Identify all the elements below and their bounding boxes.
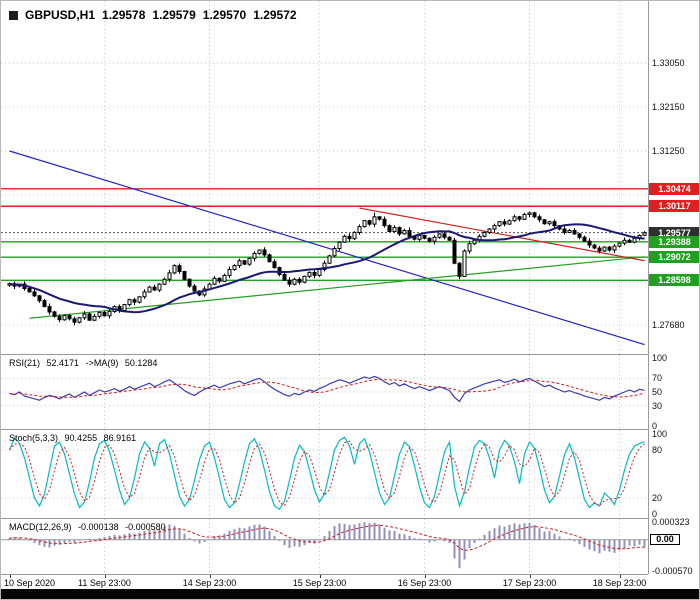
time-axis-tick (319, 575, 321, 578)
trendline-green[interactable] (29, 256, 645, 319)
stoch-name: Stoch(5,3,3) (9, 433, 59, 443)
stoch-signal-value: 86.9161 (103, 433, 137, 443)
macd-name: MACD(12,26,9) (9, 522, 72, 532)
price-axis-label: 50 (652, 387, 663, 397)
time-axis-tick (9, 575, 11, 578)
candles (7, 211, 647, 326)
time-axis-tick (424, 575, 426, 578)
stoch-signal-line (9, 440, 645, 507)
support-price-badge: 1.29072 (649, 251, 699, 264)
price-axis-label: 20 (652, 493, 663, 503)
time-axis-label: 16 Sep 23:00 (397, 578, 452, 588)
price-axis-label: 1.32150 (652, 102, 685, 113)
macd-header: MACD(12,26,9) -0.000138 -0.000580 (9, 522, 170, 532)
quote-high: 1.29579 (152, 8, 196, 22)
trendline-red[interactable] (359, 207, 645, 262)
main-price-chart[interactable] (1, 1, 649, 354)
support-price-badge: 1.28598 (649, 274, 699, 287)
rsi-ma-line (9, 378, 645, 398)
time-axis[interactable]: 10 Sep 2020 11 Sep 23:00 14 Sep 23:00 15 Se… (1, 575, 648, 589)
rsi-panel[interactable] (1, 355, 649, 429)
stoch-value: 90.4255 (64, 433, 98, 443)
macd-value: -0.000138 (78, 522, 119, 532)
macd-signal-value: -0.000580 (125, 522, 166, 532)
time-axis-separator (1, 574, 648, 575)
rsi-header: RSI(21) 52.4171 ->MA(9) 50.1284 (9, 358, 161, 368)
time-axis-label: 11 Sep 23:00 (78, 578, 131, 588)
rsi-line (9, 375, 645, 403)
price-axis-label: 100 (652, 429, 668, 439)
price-axis-label: 1.31250 (652, 146, 685, 156)
panel-separator[interactable] (1, 518, 648, 519)
chart-icon (9, 10, 18, 20)
time-axis-tick (209, 575, 211, 578)
stochastic-panel[interactable] (1, 430, 649, 518)
rsi-ma-value: 50.1284 (124, 358, 158, 368)
trendline-blue[interactable] (9, 150, 645, 346)
price-axis-label: 70 (652, 373, 663, 384)
symbol-timeframe-label: GBPUSD,H1 (25, 8, 96, 22)
time-axis-tick (619, 575, 621, 578)
macd-signal-line (9, 524, 645, 552)
price-axis-label: -0.000570 (652, 566, 693, 576)
time-axis-label: 15 Sep 23:00 (292, 578, 347, 588)
price-axis-label: 100 (652, 353, 668, 363)
quote-close: 1.29572 (253, 8, 297, 22)
price-axis-label: 1.33050 (652, 58, 685, 69)
price-axis-label: 30 (652, 400, 663, 411)
time-axis-tick (529, 575, 531, 578)
macd-zero-label: 0.00 (650, 533, 680, 545)
time-axis-tick (104, 575, 106, 578)
time-axis-label: 10 Sep 2020 (4, 578, 56, 588)
price-axis-label: 0 (652, 421, 658, 431)
current-price-badge: 1.29577 (649, 226, 699, 239)
time-axis-label: 18 Sep 23:00 (592, 578, 647, 588)
stochastic-header: Stoch(5,3,3) 90.4255 86.9161 (9, 433, 140, 443)
stoch-main-line (8, 436, 645, 511)
quote-open: 1.29578 (102, 8, 146, 22)
price-axis-label: 1.27680 (652, 320, 685, 331)
rsi-ma-name: ->MA(9) (85, 358, 119, 368)
ma-line (9, 223, 645, 314)
price-axis-label: 0.000323 (652, 517, 690, 527)
rsi-name: RSI(21) (9, 358, 41, 368)
price-axis-label: 0 (652, 509, 658, 519)
rsi-value: 52.4171 (46, 358, 80, 368)
macd-panel[interactable] (1, 519, 649, 574)
panel-separator[interactable] (1, 354, 648, 355)
support-price-badge: 1.29388 (649, 235, 699, 248)
resistance-price-badge: 1.30474 (649, 182, 699, 195)
window-bottom-strip (1, 589, 699, 599)
resistance-price-badge: 1.30117 (649, 200, 699, 213)
price-axis-separator (648, 1, 649, 574)
panel-separator[interactable] (1, 429, 648, 430)
quote-low: 1.29570 (202, 8, 247, 22)
time-axis-label: 17 Sep 23:00 (502, 578, 557, 588)
price-axis-label: 80 (652, 445, 663, 455)
chart-header: GBPUSD,H1 1.29578 1.29579 1.29570 1.2957… (9, 8, 297, 22)
time-axis-label: 14 Sep 23:00 (182, 578, 237, 588)
